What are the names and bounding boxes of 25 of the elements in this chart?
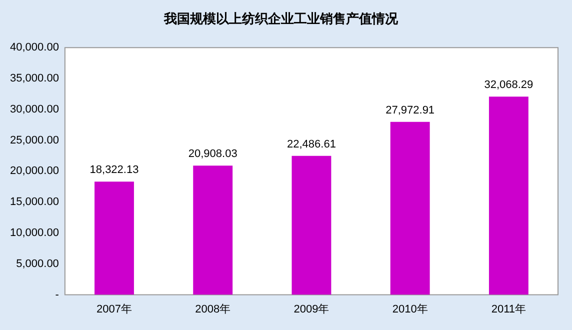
y-tick-label: 25,000.00	[10, 134, 59, 146]
data-label: 22,486.61	[287, 138, 336, 150]
chart-title: 我国规模以上纺织企业工业销售产值情况	[163, 11, 399, 28]
bar	[390, 122, 430, 295]
data-label: 27,972.91	[386, 104, 435, 116]
bar	[193, 166, 233, 295]
x-tick-label: 2009年	[294, 303, 330, 316]
x-tick-label: 2008年	[195, 303, 231, 316]
data-label: 18,322.13	[90, 164, 139, 176]
y-tick-label: 35,000.00	[10, 72, 59, 85]
data-label: 32,068.29	[484, 79, 534, 92]
y-tick-label: 15,000.00	[10, 196, 59, 208]
x-tick-label: 2011年	[491, 303, 526, 316]
y-tick-label: -	[55, 288, 60, 301]
bar	[292, 156, 332, 295]
bar	[488, 96, 528, 295]
y-tick-label: 10,000.00	[10, 227, 59, 240]
y-tick-label: 5,000.00	[16, 258, 59, 270]
y-tick-label: 20,000.00	[10, 165, 59, 178]
x-tick-label: 2007年	[96, 303, 132, 316]
y-tick-label: 40,000.00	[10, 42, 59, 54]
bar	[94, 182, 134, 295]
x-tick-label: 2010年	[392, 303, 428, 316]
data-label: 20,908.03	[188, 148, 238, 160]
y-tick-label: 30,000.00	[10, 103, 59, 116]
